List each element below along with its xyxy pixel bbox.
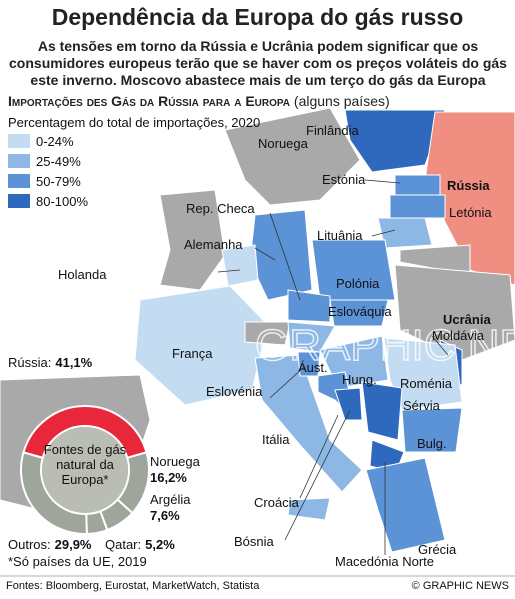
donut-chart: Fontes de gás natural da Europa* Rússia: 4… — [8, 355, 201, 552]
country-label: Rússia — [447, 178, 490, 193]
value-label: 29,9% — [55, 537, 92, 552]
legend-label: 50-79% — [36, 174, 81, 189]
romania — [383, 337, 463, 411]
legend-label: 80-100% — [36, 194, 88, 209]
country-label: Noruega — [258, 136, 309, 151]
category-label: Outros: — [8, 537, 51, 552]
scandinavia — [224, 107, 361, 206]
subtitle: As tensões em torno da Rússia e Ucrânia … — [9, 38, 507, 88]
country-label: Holanda — [58, 267, 107, 282]
section-note: (alguns países) — [293, 93, 390, 109]
country-label: Alemanha — [184, 237, 243, 252]
legend-swatch — [8, 194, 30, 208]
switzerland — [244, 321, 291, 346]
serbia — [361, 381, 403, 441]
leader — [254, 247, 276, 261]
country-labels: Finlândia Noruega Rússia Estónia Letónia… — [58, 123, 492, 569]
country-label: Bulg. — [417, 436, 447, 451]
category-label: Qatar: — [105, 537, 141, 552]
category-label: Rússia: — [8, 355, 51, 370]
legend-title: Percentagem do total de importações, 202… — [8, 115, 260, 130]
leader-lines — [217, 179, 449, 555]
country-label: Eslovénia — [206, 384, 263, 399]
leader — [364, 179, 401, 184]
value-label: 5,2% — [145, 537, 175, 552]
leader — [431, 335, 449, 356]
country-label: Finlândia — [306, 123, 360, 138]
estonia — [394, 174, 441, 196]
country-label: Áust. — [298, 360, 328, 375]
leader — [299, 414, 339, 499]
country-label: Bósnia — [234, 534, 275, 549]
country-label: Eslováquia — [328, 304, 392, 319]
leader — [371, 229, 396, 237]
country-label: Ucrânia — [443, 312, 491, 327]
country-label: Lituânia — [317, 228, 363, 243]
watermark: GRAPHIC NEWS — [255, 321, 515, 370]
legend-label: 0-24% — [36, 134, 74, 149]
germany — [249, 209, 313, 301]
value-label: 7,6% — [150, 508, 180, 523]
footnote: *Só países da UE, 2019 — [8, 554, 147, 569]
sources: Fontes: Bloomberg, Eurostat, MarketWatch… — [6, 580, 260, 592]
legend-swatch — [8, 174, 30, 188]
country-label: Rep. Checa — [186, 201, 255, 216]
latvia — [389, 194, 446, 219]
slovakia — [329, 299, 389, 327]
ukraine — [394, 264, 515, 361]
section-heading: Importações des Gás da Rússia para a Eur… — [8, 93, 390, 109]
country-label: Grécia — [418, 542, 457, 557]
country-label: Estónia — [322, 172, 366, 187]
legend-label: 25-49% — [36, 154, 81, 169]
donut-center — [42, 427, 128, 513]
center-box: Fontes de gás natural da Europa* — [43, 442, 127, 487]
bulgaria — [401, 407, 463, 453]
lithuania — [377, 217, 433, 249]
country-label: Macedónia Norte — [335, 554, 434, 569]
center-label: Fontes de gás natural da Europa* — [43, 442, 127, 487]
legend: Percentagem do total de importações, 202… — [8, 115, 260, 209]
country-label: Croácia — [254, 495, 300, 510]
leader — [269, 365, 306, 399]
donut-segment — [20, 451, 88, 535]
britain — [159, 189, 226, 291]
country-label: Roménia — [400, 376, 453, 391]
category-label: Argélia — [150, 492, 191, 507]
greece — [365, 457, 446, 553]
country-label: França — [172, 346, 213, 361]
poland — [311, 239, 396, 301]
netherlands — [221, 244, 259, 287]
czechia — [287, 289, 331, 323]
leader — [284, 409, 351, 541]
section-title: Importações des Gás da Rússia para a Eur… — [8, 93, 291, 109]
donut-label: Argélia 7,6% — [150, 492, 191, 523]
legend-swatch — [8, 134, 30, 148]
legend-swatch — [8, 154, 30, 168]
donut-label: Qatar: 5,2% — [105, 537, 175, 552]
credit: © GRAPHIC NEWS — [412, 580, 509, 592]
value-label: 41,1% — [55, 355, 92, 370]
category-label: Noruega — [150, 454, 201, 469]
sicily — [287, 497, 331, 521]
bosnia — [334, 387, 363, 421]
leader — [269, 212, 301, 301]
value-label: 16,2% — [150, 470, 187, 485]
donut-label: Noruega 16,2% — [150, 454, 201, 485]
leader — [217, 269, 241, 273]
donut-label: Rússia: 41,1% — [8, 355, 93, 370]
donut-label: Outros: 29,9% — [8, 537, 92, 552]
country-label: Moldávia — [432, 328, 485, 343]
title: Dependência da Europa do gás russo — [51, 4, 464, 30]
country-label: Letónia — [449, 205, 492, 220]
country-label: Hung. — [342, 372, 377, 387]
finland — [344, 109, 446, 173]
country-label: Itália — [262, 432, 290, 447]
country-label: Polónia — [336, 276, 380, 291]
country-label: Sérvia — [403, 398, 441, 413]
france — [134, 285, 269, 406]
